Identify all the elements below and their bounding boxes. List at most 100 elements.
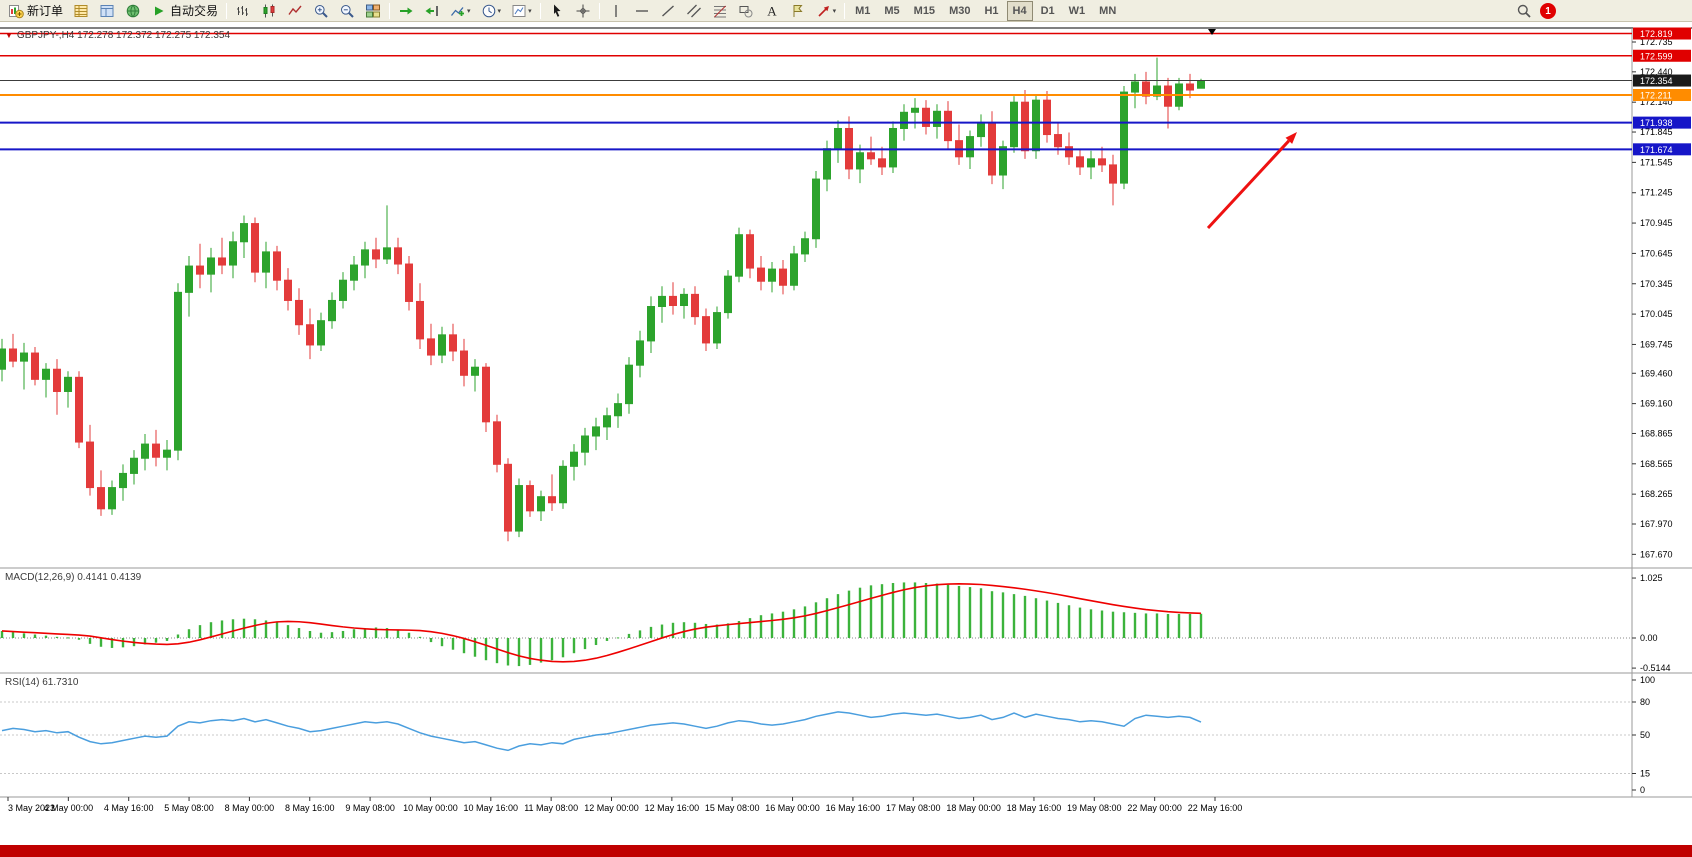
timeframe-d1-button[interactable]: D1 [1035,1,1061,21]
time-axis-label: 8 May 16:00 [285,803,335,813]
macd-bar [308,630,312,638]
macd-bar [770,613,774,638]
macd-bar [330,632,334,638]
vertical-line-button[interactable] [604,1,628,21]
macd-bar [407,632,411,638]
candle [625,357,633,414]
candle [0,338,6,382]
timeframe-h4-button[interactable]: H4 [1006,0,1033,21]
macd-bar [1078,607,1082,638]
horizontal-line-button[interactable] [630,1,654,21]
macd-bar [22,633,26,638]
macd-bar [847,590,851,638]
new-order-button[interactable]: 新订单 [4,1,67,21]
macd-bar [1177,614,1181,638]
templates-button[interactable]: ▾ [507,1,536,21]
zoom-in-icon [313,3,329,19]
price-line-label: 171.674 [1633,143,1691,156]
macd-bar [209,622,213,638]
candle [284,268,292,311]
timeframe-m15-button[interactable]: M15 [908,1,941,21]
shapes-button[interactable] [734,1,758,21]
fibonacci-button[interactable] [708,1,732,21]
zoom-in-button[interactable] [309,1,333,21]
text-label-icon [790,3,806,19]
search-icon[interactable] [1516,3,1532,19]
candle [790,245,798,291]
time-axis-label: 22 May 00:00 [1127,803,1182,813]
community-button[interactable] [121,1,145,21]
market-watch-button[interactable] [69,1,93,21]
macd-bar [979,588,983,638]
rsi-axis-label: 100 [1640,675,1655,685]
crosshair-button[interactable] [571,1,595,21]
macd-bar [1199,613,1203,638]
text-button[interactable]: A [760,1,784,21]
trend-arrow-head[interactable] [1285,132,1297,144]
bar-chart-button[interactable] [231,1,255,21]
price-axis-label: 169.460 [1640,368,1673,378]
macd-bar [561,638,565,658]
zoom-out-button[interactable] [335,1,359,21]
macd-bar [825,598,829,638]
price-axis-label: 172.440 [1640,67,1673,77]
cursor-button[interactable] [545,1,569,21]
timeframe-w1-button[interactable]: W1 [1063,1,1092,21]
macd-bar [550,638,554,661]
timeframe-mn-button[interactable]: MN [1093,1,1122,21]
trendline-button[interactable] [656,1,680,21]
chart-canvas[interactable]: 172.735 172.440 172.140 171.845 171.545 171.2… [0,22,1692,845]
rsi-axis-label: 0 [1640,785,1645,795]
candle [1153,57,1161,101]
notification-badge[interactable]: 1 [1540,3,1556,19]
shapes-icon [738,3,754,19]
auto-scroll-icon [398,3,414,19]
autotrading-button[interactable]: 自动交易 [147,1,222,21]
macd-bar [627,633,631,638]
candle [889,121,897,173]
candlestick-chart-button[interactable] [257,1,281,21]
symbol-legend-text: GBPJPY-,H4 172.278 172.372 172.275 172.3… [16,30,231,41]
data-window-button[interactable] [95,1,119,21]
candle [449,323,457,362]
macd-bar [583,638,587,650]
macd-bar [781,611,785,638]
candle [768,262,776,293]
macd-bar [715,624,719,638]
timeframe-m30-button-label: M30 [949,4,971,17]
macd-bar [1144,613,1148,638]
svg-text:172.354: 172.354 [1640,76,1673,86]
svg-text:172.819: 172.819 [1640,29,1673,39]
timeframe-m30-button[interactable]: M30 [943,1,976,21]
auto-scroll-button[interactable] [394,1,418,21]
timeframe-m5-button[interactable]: M5 [878,1,905,21]
trend-arrow-annotation[interactable] [1206,139,1290,230]
macd-bar [1045,600,1049,638]
candle [570,444,578,481]
candle [361,241,369,279]
time-axis-label: 10 May 16:00 [464,803,519,813]
indicators-button[interactable]: ▾ [446,1,475,21]
text-label-button[interactable] [786,1,810,21]
candle [1032,94,1040,159]
candle [812,170,820,248]
candle [878,146,886,176]
time-axis-label: 12 May 16:00 [645,803,700,813]
equidistant-channel-button[interactable] [682,1,706,21]
price-axis-label: 169.160 [1640,399,1673,409]
indicators-icon [450,3,466,19]
timeframe-m1-button[interactable]: M1 [849,1,876,21]
candle [647,296,655,354]
periods-button[interactable]: ▾ [477,1,506,21]
candle [757,255,765,291]
candle [471,359,479,392]
line-chart-button[interactable] [283,1,307,21]
timeframe-h1-button[interactable]: H1 [978,1,1004,21]
arrows-button[interactable]: ▾ [812,1,841,21]
macd-bar [891,583,895,638]
chart-shift-button[interactable] [420,1,444,21]
candle [482,363,490,432]
macd-bar [759,615,763,638]
macd-bar [297,628,301,638]
tile-windows-button[interactable] [361,1,385,21]
